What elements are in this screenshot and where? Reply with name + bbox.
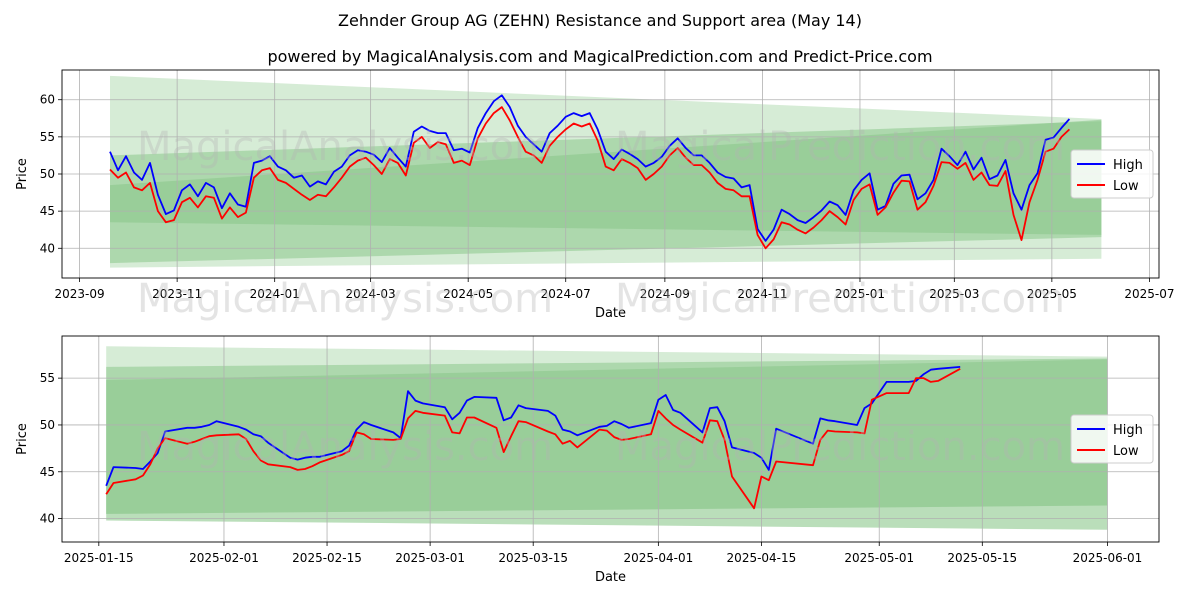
chart2-x-tick-label: 2025-03-15 xyxy=(498,551,568,565)
chart-subtitle: powered by MagicalAnalysis.com and Magic… xyxy=(267,47,932,66)
chart1-series-high-line xyxy=(109,94,1071,242)
chart1-y-tick-label: 55 xyxy=(40,130,55,144)
bottom-chart: 2025-01-15 2025-02-01 2025-02-15 2025-03-01… xyxy=(15,335,1160,585)
chart1-y-tick-label: 45 xyxy=(40,204,55,218)
chart2-legend-label-low: Low xyxy=(1113,444,1139,459)
chart2-x-tick-label: 2025-04-15 xyxy=(727,551,797,565)
chart2-band-3 xyxy=(106,359,1108,530)
chart2-y-tick-label: 50 xyxy=(40,418,55,432)
chart1-legend-label-low: Low xyxy=(1113,179,1139,194)
watermark-right-top: MagicalPrediction.com xyxy=(615,124,1065,170)
chart1-x-tick-label: 2024-09 xyxy=(640,287,690,301)
chart1-x-tick-label: 2023-11 xyxy=(152,287,202,301)
chart2-y-tick-label: 45 xyxy=(40,465,55,479)
chart2-legend: High Low xyxy=(1070,414,1154,464)
chart1-x-tick-label: 2024-05 xyxy=(443,287,493,301)
chart1-y-tick-label: 40 xyxy=(40,241,55,255)
chart1-x-tick-label: 2024-03 xyxy=(346,287,396,301)
watermark-left-mid: MagicalAnalysis.com xyxy=(137,276,553,322)
chart1-x-tick-label: 2025-01 xyxy=(835,287,885,301)
watermark-right-bottom: MagicalPrediction.com xyxy=(615,424,1065,470)
watermark-left-top: MagicalAnalysis.com xyxy=(137,124,553,170)
chart1-x-tick-label: 2024-07 xyxy=(541,287,591,301)
chart1-y-tick-label: 50 xyxy=(40,167,55,181)
chart1-band-3 xyxy=(110,119,1102,235)
chart2-y-tick-label: 55 xyxy=(40,371,55,385)
chart1-x-tick-label: 2024-01 xyxy=(250,287,300,301)
chart1-x-tick-label: 2024-11 xyxy=(737,287,787,301)
chart2-x-tick-label: 2025-03-01 xyxy=(395,551,465,565)
chart1-x-axis-label: Date xyxy=(595,306,626,321)
chart2-x-tick-label: 2025-05-15 xyxy=(947,551,1017,565)
chart1-x-tick-label: 2023-09 xyxy=(55,287,105,301)
chart1-x-tick-label: 2025-07 xyxy=(1124,287,1174,301)
watermark-left-bottom: MagicalAnalysis.com xyxy=(137,424,553,470)
chart2-axes-frame xyxy=(61,335,1160,543)
chart2-y-tick-label: 40 xyxy=(40,512,55,526)
chart2-x-tick-label: 2025-02-01 xyxy=(189,551,259,565)
top-chart: 2023-09 2023-11 2024-01 2024-03 2024-05 2024-… xyxy=(15,69,1174,321)
chart2-x-axis-label: Date xyxy=(595,570,626,585)
chart1-x-tick-label: 2025-03 xyxy=(929,287,979,301)
chart2-series-high-line xyxy=(105,366,961,487)
chart2-x-tick-label: 2025-01-15 xyxy=(64,551,134,565)
chart1-legend: High Low xyxy=(1070,149,1154,199)
chart1-axes-frame xyxy=(61,69,1160,279)
chart1-x-tick-label: 2025-05 xyxy=(1027,287,1077,301)
chart1-legend-label-high: High xyxy=(1113,158,1143,173)
chart2-x-tick-label: 2025-05-01 xyxy=(844,551,914,565)
chart2-x-tick-label: 2025-06-01 xyxy=(1073,551,1143,565)
chart-title: Zehnder Group AG (ZEHN) Resistance and S… xyxy=(338,11,862,30)
chart2-legend-label-high: High xyxy=(1113,423,1143,438)
watermark-right-mid: MagicalPrediction.com xyxy=(615,276,1065,322)
chart2-x-tick-label: 2025-04-01 xyxy=(623,551,693,565)
chart2-y-axis-label: Price xyxy=(15,423,30,455)
chart1-y-tick-label: 60 xyxy=(40,93,55,107)
chart1-series-low-line xyxy=(109,106,1071,250)
chart2-x-tick-label: 2025-02-15 xyxy=(292,551,362,565)
chart1-y-axis-label: Price xyxy=(15,158,30,190)
chart2-series-low-line xyxy=(105,368,961,510)
